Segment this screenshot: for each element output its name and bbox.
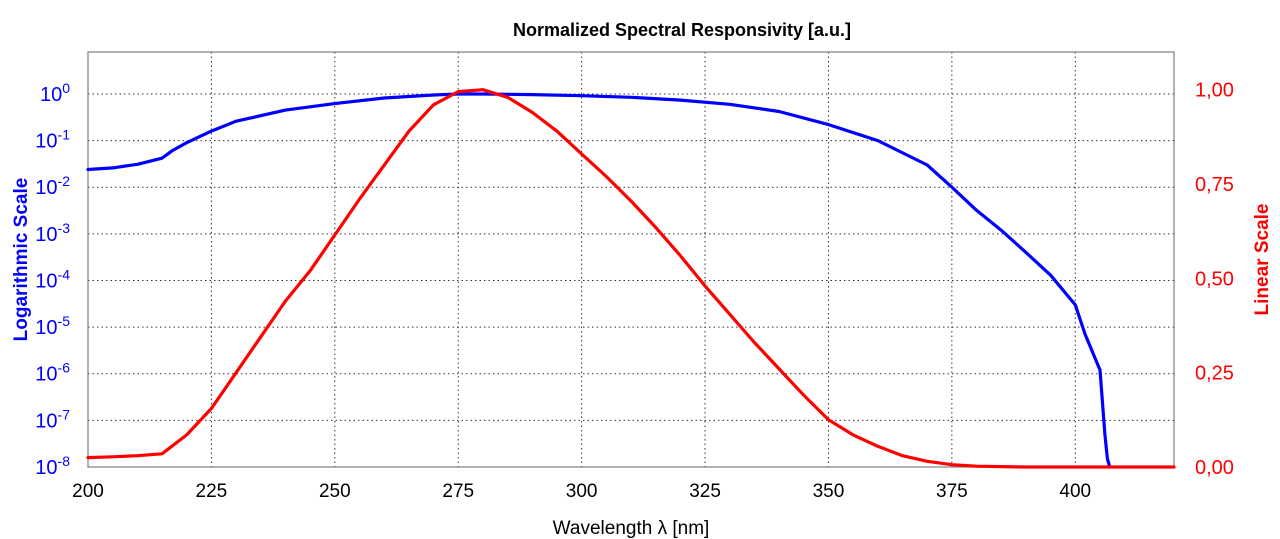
y-right-tick-label: 0,75 [1195,174,1234,196]
y-left-tick-label: 100 [40,80,70,106]
grid [88,52,1174,467]
series-layer [86,88,1176,469]
y-left-tick-label: 10-3 [35,220,70,246]
x-axis-label: Wavelength λ [nm] [553,518,710,539]
x-tick-label: 375 [936,481,968,502]
linear-scale-series-line [86,88,1176,469]
y-right-tick-label: 0,50 [1195,268,1234,290]
y-left-axis-ticks: 100 10-1 10-2 10-3 10-4 10-5 10-6 10-7 10-8 [35,80,70,479]
y-right-tick-label: 0,00 [1195,457,1234,479]
y-left-tick-label: 10-4 [35,266,70,292]
x-tick-label: 275 [442,481,474,502]
y-right-tick-label: 0,25 [1195,363,1234,385]
y-left-axis-label: Logarithmic Scale [11,178,32,342]
x-tick-label: 225 [196,481,228,502]
log-scale-series-line [86,92,1112,469]
y-right-axis-ticks: 1,00 0,75 0,50 0,25 0,00 [1195,80,1234,479]
y-left-tick-label: 10-8 [35,453,70,479]
chart-title: Normalized Spectral Responsivity [a.u.] [513,20,851,40]
x-tick-label: 250 [319,481,351,502]
x-tick-label: 400 [1059,481,1091,502]
y-left-tick-label: 10-6 [35,360,70,386]
y-left-tick-label: 10-2 [35,173,70,199]
plot-frame [87,51,1175,468]
y-left-tick-label: 10-5 [35,313,70,339]
y-left-tick-label: 10-7 [35,406,70,432]
x-tick-label: 350 [813,481,845,502]
y-left-tick-label: 10-1 [35,127,70,153]
x-axis-ticks: 200 225 250 275 300 325 350 375 400 [72,481,1091,502]
x-tick-label: 300 [566,481,598,502]
y-right-axis-label: Linear Scale [1252,204,1273,316]
x-tick-label: 200 [72,481,104,502]
x-tick-label: 325 [689,481,721,502]
y-right-tick-label: 1,00 [1195,80,1234,102]
